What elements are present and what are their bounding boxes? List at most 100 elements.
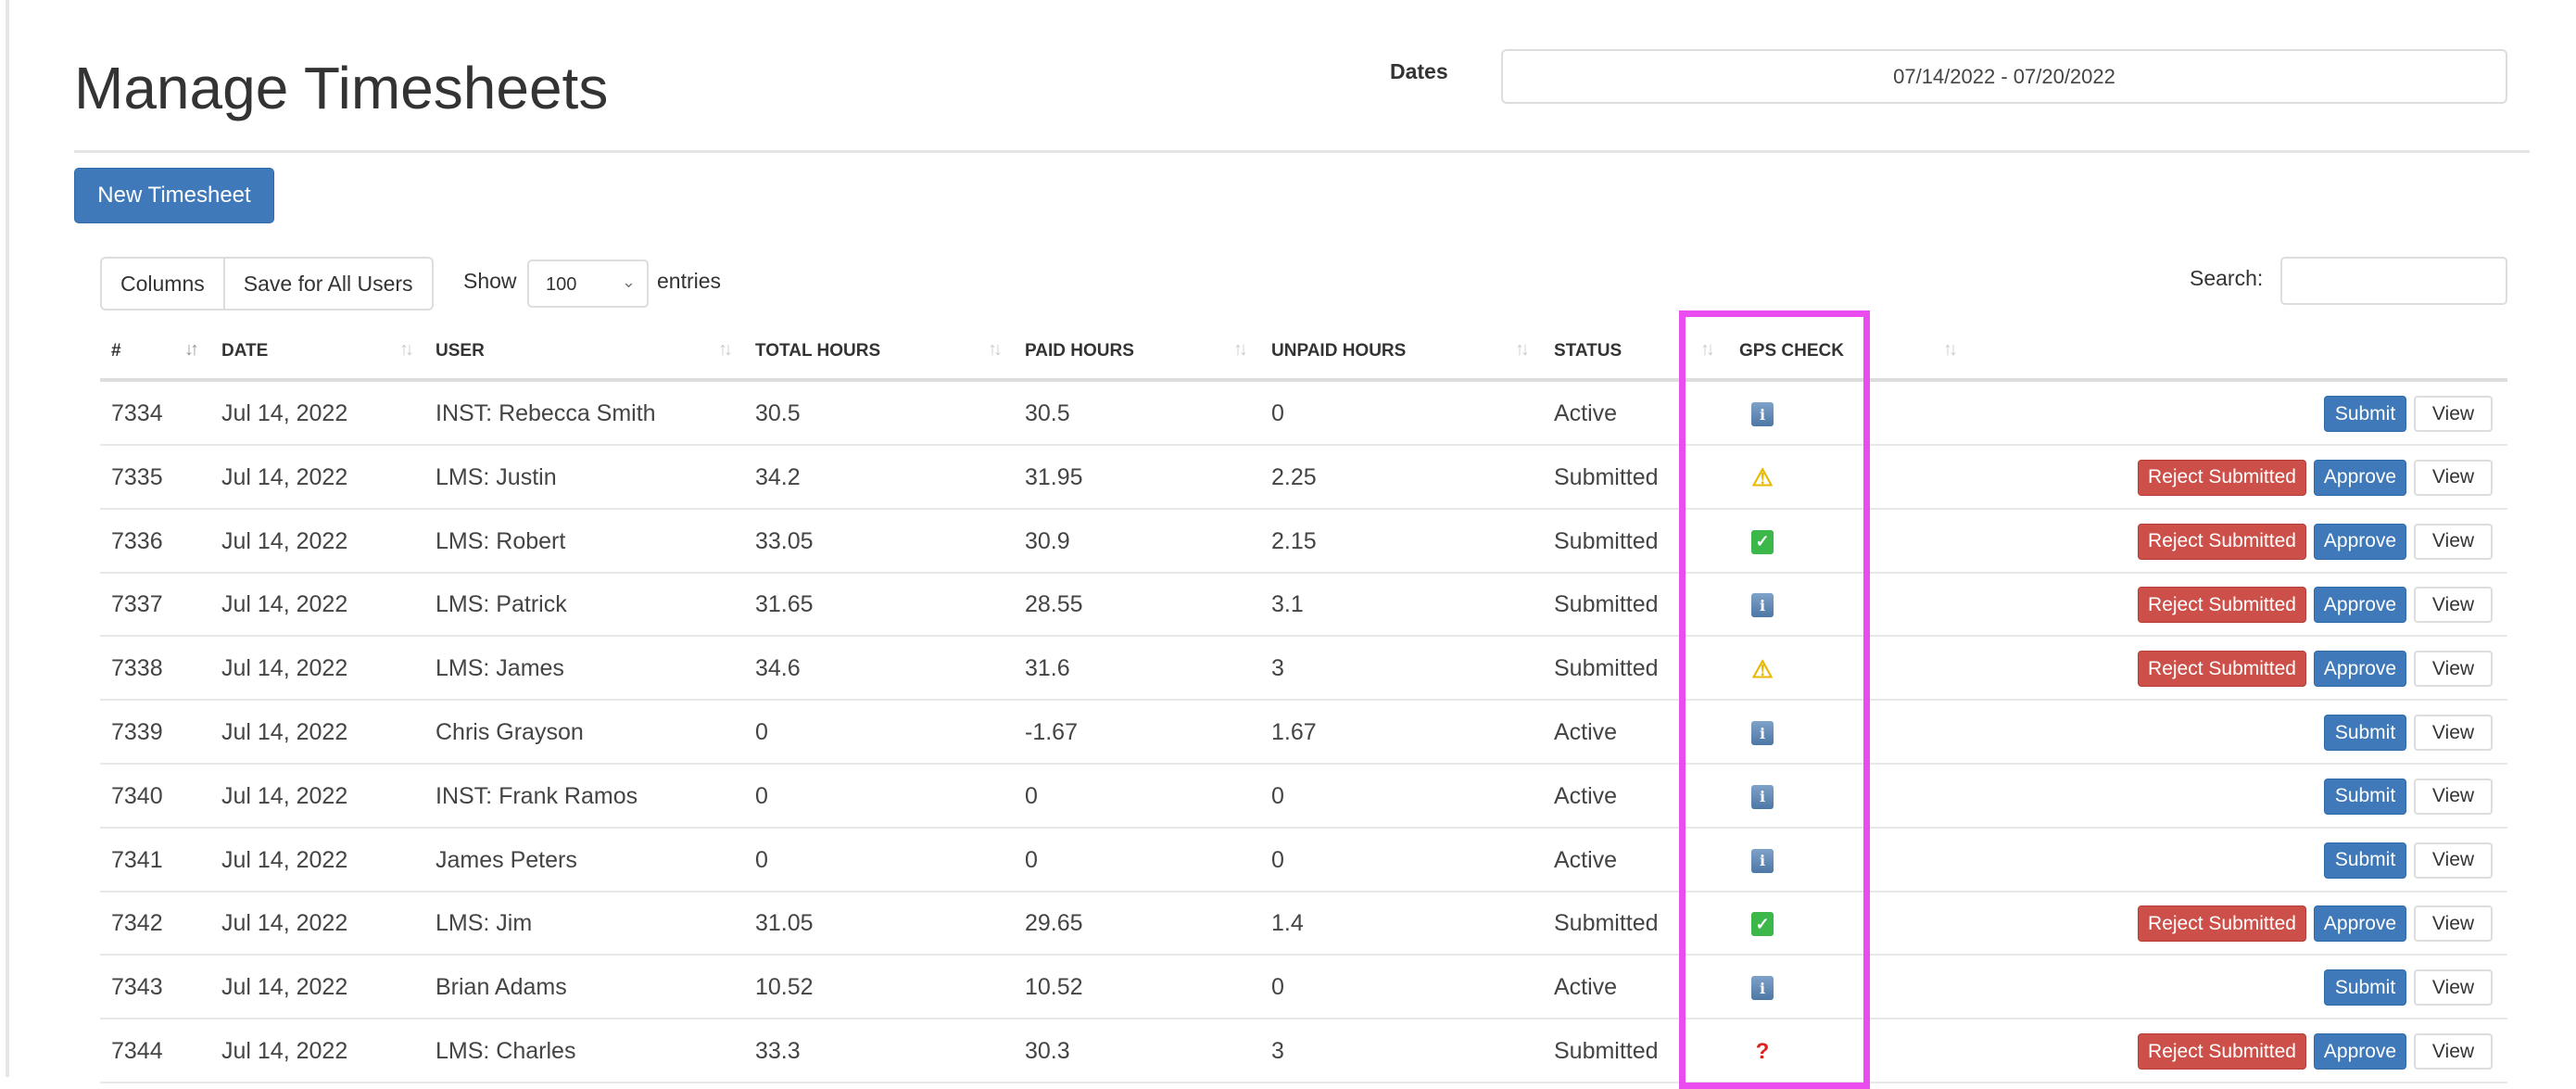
view-button[interactable]: View	[2414, 842, 2493, 879]
submit-button[interactable]: Submit	[2324, 778, 2406, 815]
view-button[interactable]: View	[2414, 715, 2493, 751]
entries-label: entries	[657, 269, 722, 293]
view-button[interactable]: View	[2414, 587, 2493, 624]
submit-button[interactable]: Submit	[2324, 396, 2406, 432]
submit-button[interactable]: Submit	[2324, 969, 2406, 1007]
table-row: 7341 Jul 14, 2022 James Peters 0 0 0 Active i Su…	[100, 829, 2507, 893]
table-row: 7338 Jul 14, 2022 LMS: James 34.6 31.6 3 Submi…	[100, 637, 2507, 702]
reject-submitted-button[interactable]: Reject Submitted	[2138, 459, 2306, 496]
cell-unpaid: 0	[1271, 846, 1284, 873]
cell-status: Submitted	[1554, 910, 1659, 937]
column-header[interactable]: PAID HOURS	[1025, 341, 1134, 361]
show-label: Show	[463, 269, 517, 293]
view-button[interactable]: View	[2414, 459, 2493, 496]
view-button[interactable]: View	[2414, 1033, 2493, 1070]
cell-date: Jul 14, 2022	[221, 463, 348, 490]
cell-total: 31.65	[755, 591, 814, 618]
cell-date: Jul 14, 2022	[221, 974, 348, 1001]
column-header[interactable]: GPS CHECK	[1739, 341, 1844, 361]
view-button[interactable]: View	[2414, 651, 2493, 688]
view-button[interactable]: View	[2414, 778, 2493, 815]
gps-warning-icon[interactable]: ⚠	[1751, 654, 1774, 683]
reject-submitted-button[interactable]: Reject Submitted	[2138, 523, 2306, 560]
row-actions: Reject Submitted Approve View	[2138, 905, 2493, 943]
sort-icon[interactable]: ↑↓	[1943, 339, 1958, 360]
gps-unknown-icon[interactable]: ?	[1755, 1039, 1770, 1064]
page-title: Manage Timesheets	[74, 55, 609, 121]
entries-value: 100	[546, 274, 577, 295]
gps-info-icon[interactable]: i	[1751, 976, 1774, 1001]
cell-id: 7338	[111, 655, 163, 682]
column-header[interactable]: DATE	[221, 341, 269, 361]
cell-status: Submitted	[1554, 591, 1659, 618]
reject-submitted-button[interactable]: Reject Submitted	[2138, 651, 2306, 688]
gps-info-icon[interactable]: i	[1751, 402, 1774, 426]
gps-ok-icon[interactable]: ✓	[1751, 529, 1774, 554]
view-button[interactable]: View	[2414, 969, 2493, 1007]
approve-button[interactable]: Approve	[2314, 587, 2406, 624]
gps-check-highlight	[1679, 310, 1870, 1089]
cell-total: 10.52	[755, 974, 814, 1001]
gps-info-icon[interactable]: i	[1751, 848, 1774, 873]
approve-button[interactable]: Approve	[2314, 523, 2406, 560]
save-for-all-users-button[interactable]: Save for All Users	[222, 259, 432, 309]
cell-id: 7336	[111, 527, 163, 554]
cell-user: LMS: Charles	[436, 1038, 576, 1064]
search-input[interactable]	[2280, 257, 2507, 305]
column-header[interactable]: #	[111, 341, 121, 361]
cell-id: 7342	[111, 910, 163, 937]
gps-ok-icon[interactable]: ✓	[1751, 912, 1774, 937]
dates-label: Dates	[1390, 59, 1448, 83]
row-actions: Submit View	[2324, 396, 2493, 432]
gps-warning-icon[interactable]: ⚠	[1751, 463, 1774, 492]
approve-button[interactable]: Approve	[2314, 651, 2406, 688]
cell-total: 33.3	[755, 1038, 801, 1064]
cell-paid: 30.5	[1025, 400, 1070, 426]
column-header[interactable]: USER	[436, 341, 485, 361]
gps-info-icon[interactable]: i	[1751, 593, 1774, 618]
view-button[interactable]: View	[2414, 523, 2493, 560]
sort-icon[interactable]: ↑↓	[1515, 339, 1530, 360]
new-timesheet-button[interactable]: New Timesheet	[74, 168, 274, 223]
cell-status: Active	[1554, 400, 1618, 426]
sort-icon[interactable]: ↑↓	[1233, 339, 1248, 360]
column-header[interactable]: STATUS	[1554, 341, 1623, 361]
approve-button[interactable]: Approve	[2314, 459, 2406, 496]
cell-user: James Peters	[436, 846, 577, 873]
cell-id: 7343	[111, 974, 163, 1001]
submit-button[interactable]: Submit	[2324, 715, 2406, 751]
cell-date: Jul 14, 2022	[221, 1038, 348, 1064]
table-row: 7336 Jul 14, 2022 LMS: Robert 33.05 30.9 2.15…	[100, 510, 2507, 574]
approve-button[interactable]: Approve	[2314, 905, 2406, 943]
sort-icon[interactable]: ↓↑	[184, 339, 199, 360]
date-range-input[interactable]: 07/14/2022 - 07/20/2022	[1501, 49, 2507, 104]
sort-icon[interactable]: ↑↓	[988, 339, 1003, 360]
cell-date: Jul 14, 2022	[221, 910, 348, 937]
cell-paid: 30.9	[1025, 527, 1070, 554]
row-actions: Reject Submitted Approve View	[2138, 651, 2493, 688]
reject-submitted-button[interactable]: Reject Submitted	[2138, 905, 2306, 943]
columns-button[interactable]: Columns	[120, 271, 205, 296]
cell-user: INST: Rebecca Smith	[436, 400, 656, 426]
view-button[interactable]: View	[2414, 905, 2493, 943]
column-header[interactable]: TOTAL HOURS	[755, 341, 881, 361]
cell-status: Active	[1554, 719, 1618, 745]
cell-paid: 29.65	[1025, 910, 1083, 937]
view-button[interactable]: View	[2414, 396, 2493, 432]
reject-submitted-button[interactable]: Reject Submitted	[2138, 1033, 2306, 1070]
column-header[interactable]: UNPAID HOURS	[1271, 341, 1407, 361]
cell-status: Submitted	[1554, 527, 1659, 554]
entries-select[interactable]: 100 ⌄	[527, 260, 649, 308]
cell-status: Submitted	[1554, 655, 1659, 682]
sort-icon[interactable]: ↑↓	[399, 339, 414, 360]
approve-button[interactable]: Approve	[2314, 1033, 2406, 1070]
sort-icon[interactable]: ↑↓	[718, 339, 733, 360]
table-row: 7340 Jul 14, 2022 INST: Frank Ramos 0 0 0 Acti…	[100, 765, 2507, 829]
cell-status: Submitted	[1554, 463, 1659, 490]
reject-submitted-button[interactable]: Reject Submitted	[2138, 587, 2306, 624]
cell-id: 7339	[111, 719, 163, 745]
gps-info-icon[interactable]: i	[1751, 784, 1774, 809]
page-border	[6, 0, 9, 1077]
gps-info-icon[interactable]: i	[1751, 721, 1774, 745]
submit-button[interactable]: Submit	[2324, 842, 2406, 879]
